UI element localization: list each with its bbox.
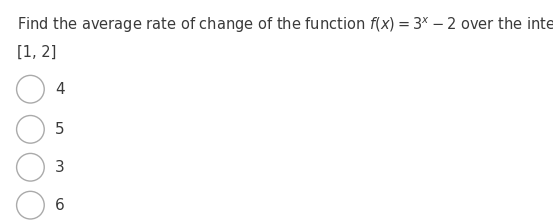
Text: 4: 4 xyxy=(55,82,65,97)
Text: [1, 2]: [1, 2] xyxy=(17,45,56,60)
Text: 5: 5 xyxy=(55,122,65,137)
Text: 3: 3 xyxy=(55,160,65,175)
Text: Find the average rate of change of the function $f(x) = 3^{x} - 2$ over the inte: Find the average rate of change of the f… xyxy=(17,16,553,35)
Text: 6: 6 xyxy=(55,198,65,213)
